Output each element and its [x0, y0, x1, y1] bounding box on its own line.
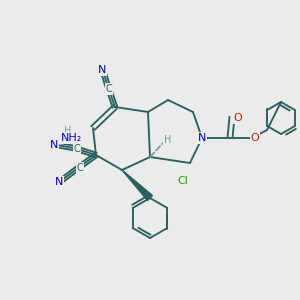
Text: C: C	[74, 144, 80, 154]
Text: H: H	[164, 135, 172, 145]
Text: C: C	[106, 84, 112, 94]
Text: N: N	[50, 140, 58, 150]
Text: O: O	[250, 133, 260, 143]
Text: NH₂: NH₂	[60, 133, 82, 143]
Text: C: C	[76, 163, 83, 173]
Text: N: N	[55, 177, 63, 187]
Text: O: O	[234, 113, 242, 123]
Text: H: H	[64, 126, 72, 136]
Text: N: N	[198, 133, 206, 143]
Text: N: N	[98, 65, 106, 75]
Text: Cl: Cl	[178, 176, 188, 186]
Polygon shape	[122, 170, 152, 200]
